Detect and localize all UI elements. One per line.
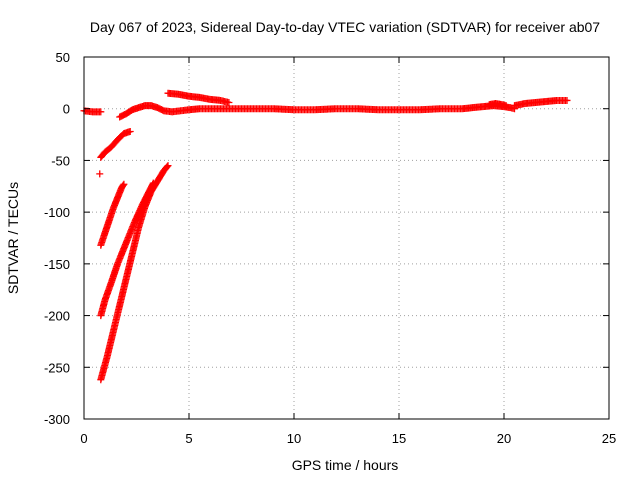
data-point bbox=[164, 162, 172, 170]
y-tick-labels: -300 -250 -200 -150 -100 -50 0 50 bbox=[44, 50, 70, 427]
data-point bbox=[502, 102, 510, 110]
x-tick-label: 20 bbox=[497, 431, 511, 446]
data-point bbox=[97, 108, 105, 116]
y-tick-label: 0 bbox=[63, 102, 70, 117]
x-tick-label: 25 bbox=[602, 431, 616, 446]
y-tick-label: -100 bbox=[44, 205, 70, 220]
x-tick-label: 0 bbox=[80, 431, 87, 446]
data-point bbox=[563, 96, 571, 104]
x-tick-label: 10 bbox=[287, 431, 301, 446]
x-tick-label: 5 bbox=[185, 431, 192, 446]
data-points bbox=[80, 89, 571, 384]
data-point bbox=[225, 99, 233, 107]
x-axis-label: GPS time / hours bbox=[292, 457, 399, 473]
grid-lines bbox=[84, 57, 609, 419]
data-point bbox=[126, 127, 134, 135]
y-tick-label: -150 bbox=[44, 257, 70, 272]
x-tick-label: 15 bbox=[392, 431, 406, 446]
plot-frame bbox=[83, 56, 610, 420]
chart-title: Day 067 of 2023, Sidereal Day-to-day VTE… bbox=[90, 19, 600, 35]
y-tick-label: -200 bbox=[44, 309, 70, 324]
y-tick-label: -250 bbox=[44, 360, 70, 375]
data-point bbox=[163, 163, 171, 171]
data-point bbox=[96, 170, 104, 178]
x-tick-labels: 0 5 10 15 20 25 bbox=[80, 431, 616, 446]
axis-ticks bbox=[83, 56, 610, 420]
data-point bbox=[120, 180, 128, 188]
y-axis-label: SDTVAR / TECUs bbox=[5, 182, 21, 294]
y-tick-label: -300 bbox=[44, 412, 70, 427]
y-tick-label: -50 bbox=[51, 153, 70, 168]
y-tick-label: 50 bbox=[56, 50, 70, 65]
data-point bbox=[119, 181, 127, 189]
